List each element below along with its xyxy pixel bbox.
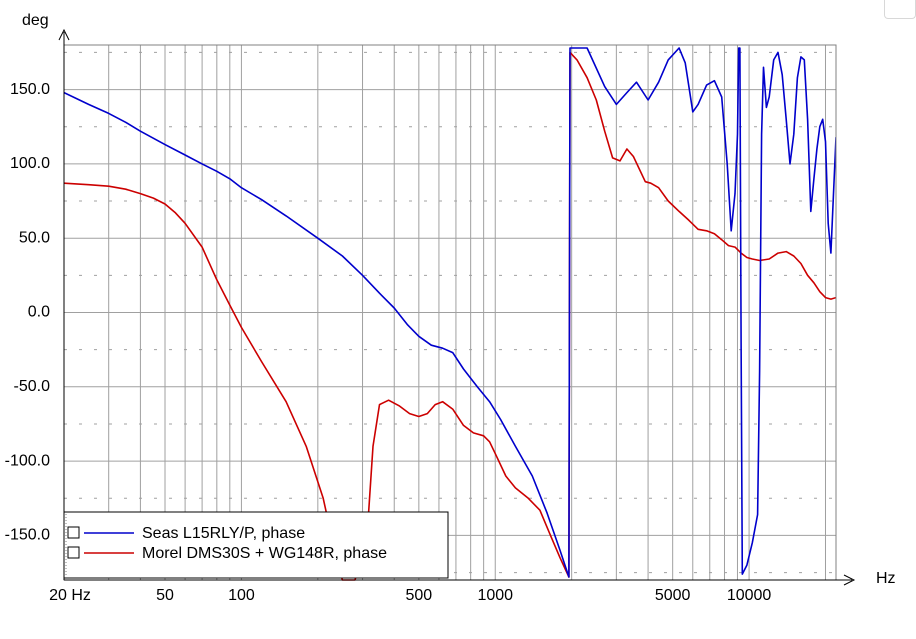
y-tick-label: -50.0 <box>14 378 51 395</box>
legend: Seas L15RLY/P, phase Morel DMS30S + WG148… <box>63 511 449 579</box>
x-tick-label: 1000 <box>477 587 513 604</box>
x-tick-label: 100 <box>228 587 255 604</box>
legend-box <box>63 511 449 579</box>
legend-entry: Morel DMS30S + WG148R, phase <box>142 545 387 562</box>
series-line <box>64 47 836 578</box>
series-layer <box>64 47 836 581</box>
y-tick-label: 0.0 <box>28 304 50 321</box>
x-tick-label: 5000 <box>655 587 691 604</box>
y-tick-label: 50.0 <box>19 229 50 246</box>
y-axis-arrow <box>58 28 70 41</box>
legend-checkbox[interactable] <box>67 546 80 559</box>
x-tick-labels: 20 Hz 50 100 500 1000 5000 10000 <box>49 587 771 604</box>
series-line <box>64 51 836 581</box>
y-tick-label: -150.0 <box>5 527 50 544</box>
x-axis-label: Hz <box>876 570 896 587</box>
grid <box>63 45 836 580</box>
x-tick-label: 10000 <box>727 587 772 604</box>
y-tick-label: -100.0 <box>5 452 50 469</box>
x-tick-label: 50 <box>156 587 174 604</box>
y-axis-label: deg <box>22 12 49 29</box>
legend-checkbox[interactable] <box>67 526 80 539</box>
axes <box>58 28 856 586</box>
x-axis-arrow <box>843 574 856 586</box>
y-tick-label: 100.0 <box>10 155 50 172</box>
y-tick-label: 150.0 <box>10 81 50 98</box>
x-tick-label: 20 Hz <box>49 587 91 604</box>
legend-entry: Seas L15RLY/P, phase <box>142 525 305 542</box>
y-tick-labels: 150.0 100.0 50.0 0.0 -50.0 -100.0 -150.0 <box>5 81 50 544</box>
x-tick-label: 500 <box>405 587 432 604</box>
